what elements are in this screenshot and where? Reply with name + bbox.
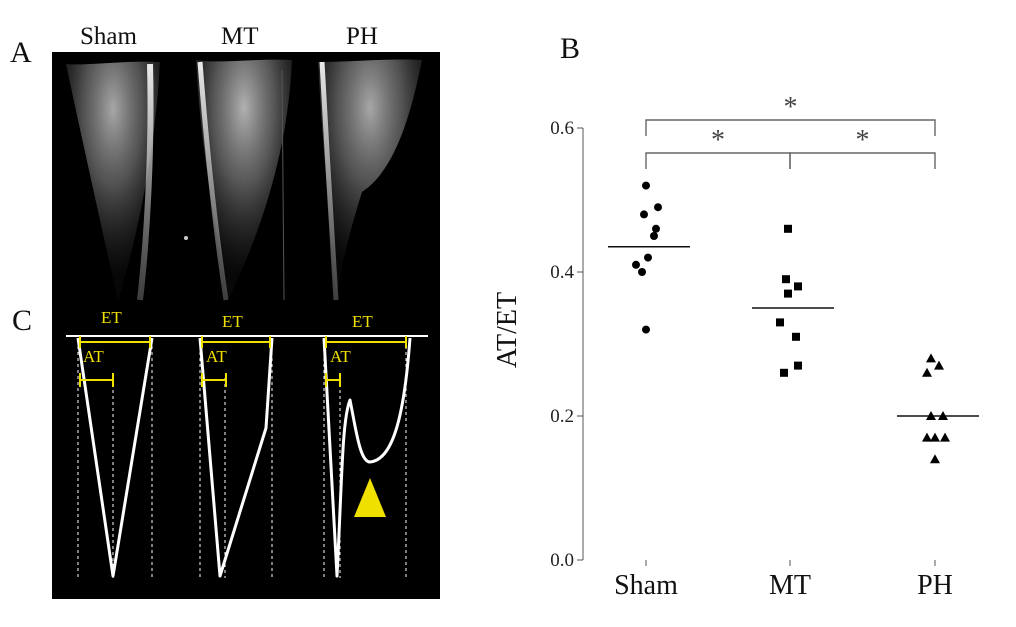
point-ph <box>934 360 944 370</box>
significance-bracket <box>789 152 936 169</box>
panel-a-col-mt: MT <box>221 23 259 50</box>
panel-a-doppler-image <box>52 52 440 306</box>
y-tick-label: 0.0 <box>550 550 574 571</box>
point-ph <box>922 432 932 442</box>
panel-a-col-ph: PH <box>346 23 378 50</box>
significance-star: * <box>711 125 725 156</box>
panel-c-ph: ET AT <box>322 312 412 578</box>
point-mt <box>782 275 790 284</box>
panel-a-ph-spectrum <box>318 59 422 300</box>
sham-et-label: ET <box>101 308 122 327</box>
panel-a-col-sham: Sham <box>80 23 138 50</box>
point-sham <box>652 224 660 233</box>
panel-a-sham-edge <box>137 63 154 301</box>
ph-velocity-trace <box>322 337 412 578</box>
panel-a-mt-edge <box>197 61 229 301</box>
y-tick-label: 0.4 <box>550 262 574 283</box>
panel-a-artifact-line <box>281 69 285 301</box>
point-mt <box>794 282 802 291</box>
panel-a-sham-spectrum <box>66 61 160 300</box>
panel-c-letter: C <box>12 304 32 337</box>
point-sham <box>644 253 652 262</box>
significance-star: * <box>784 92 798 123</box>
panel-a-letter: A <box>10 36 32 69</box>
point-ph <box>926 353 936 363</box>
point-ph <box>938 411 948 420</box>
point-sham <box>654 203 662 212</box>
point-sham <box>642 181 650 190</box>
point-mt <box>780 368 788 377</box>
panel-c-schematic: ET AT ET AT <box>52 306 440 599</box>
panel-a-speckle <box>184 236 188 240</box>
point-ph <box>940 432 950 442</box>
point-mt <box>792 332 800 341</box>
point-sham <box>632 260 640 269</box>
point-mt <box>784 224 792 233</box>
y-tick-label: 0.2 <box>550 406 574 427</box>
x-category-label: Sham <box>614 570 678 601</box>
x-category-label: PH <box>917 570 953 601</box>
point-ph <box>930 432 940 442</box>
panel-c-sham: ET AT <box>76 308 154 578</box>
x-category-label: MT <box>769 570 811 601</box>
point-ph <box>922 367 932 377</box>
y-tick-label: 0.6 <box>550 118 574 139</box>
panel-b-chart: 0.0 0.2 0.4 0.6 Sham MT PH * * * <box>550 92 979 601</box>
panel-a-ph-edge <box>319 61 339 301</box>
point-mt <box>784 289 792 298</box>
point-sham <box>638 268 646 276</box>
ph-notch-arrow-icon <box>354 478 386 517</box>
mt-velocity-trace <box>198 337 274 578</box>
point-ph <box>930 454 940 464</box>
mt-at-label: AT <box>206 347 227 366</box>
significance-star: * <box>856 125 870 156</box>
ph-et-label: ET <box>352 312 373 331</box>
panel-b-letter: B <box>560 32 580 65</box>
point-mt <box>776 318 784 327</box>
mt-et-label: ET <box>222 312 243 331</box>
point-mt <box>794 361 802 370</box>
point-sham <box>642 325 650 334</box>
panel-c-mt: ET AT <box>198 312 274 578</box>
y-axis-title: AT/ET <box>492 292 523 368</box>
point-sham <box>650 232 658 240</box>
sham-velocity-trace <box>76 337 154 578</box>
ph-at-label: AT <box>330 347 351 366</box>
point-sham <box>640 210 648 219</box>
significance-bracket <box>645 119 936 136</box>
point-ph <box>926 411 936 420</box>
sham-at-label: AT <box>83 347 104 366</box>
